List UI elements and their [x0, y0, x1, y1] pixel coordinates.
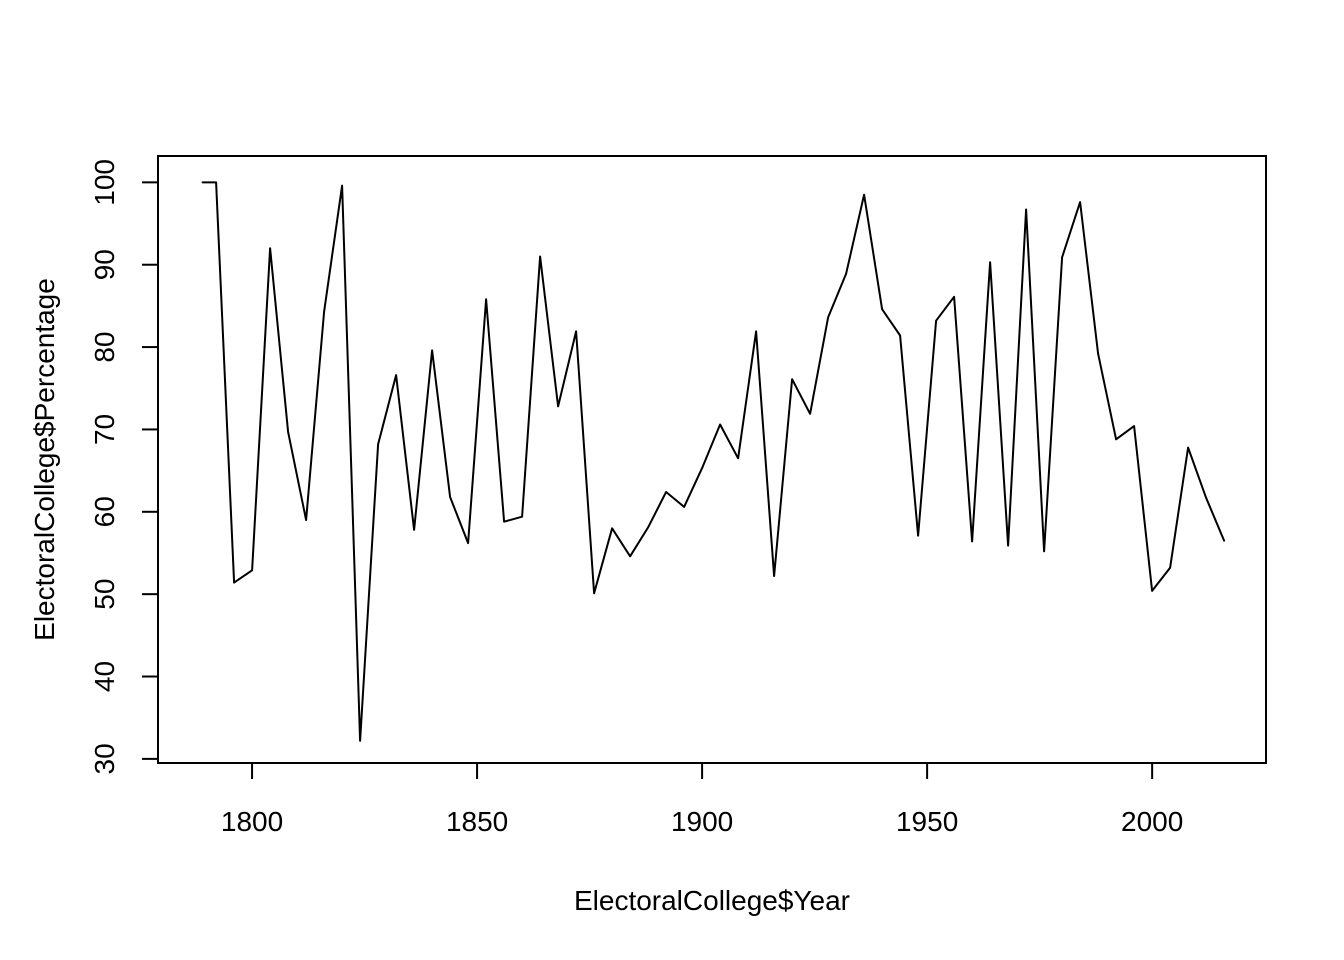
x-tick-label: 1800 — [221, 806, 283, 837]
y-tick-label: 70 — [89, 414, 120, 445]
y-tick-label: 90 — [89, 249, 120, 280]
series-line — [201, 181, 1226, 742]
x-axis-ticks: 1800 1850 1900 1950 2000 — [221, 763, 1183, 837]
y-tick-label: 80 — [89, 331, 120, 362]
y-axis-title: ElectoralCollege$Percentage — [29, 278, 60, 641]
y-tick-label: 60 — [89, 496, 120, 527]
x-tick-label: 1850 — [446, 806, 508, 837]
x-axis-title: ElectoralCollege$Year — [574, 885, 850, 916]
x-tick-label: 1900 — [671, 806, 733, 837]
x-tick-label: 2000 — [1121, 806, 1183, 837]
y-tick-label: 30 — [89, 743, 120, 774]
y-axis-ticks: 30 40 50 60 70 80 90 100 — [89, 159, 158, 774]
y-tick-label: 100 — [89, 159, 120, 206]
y-tick-label: 50 — [89, 579, 120, 610]
plot-box — [157, 155, 1267, 764]
y-tick-label: 40 — [89, 661, 120, 692]
x-tick-label: 1950 — [896, 806, 958, 837]
